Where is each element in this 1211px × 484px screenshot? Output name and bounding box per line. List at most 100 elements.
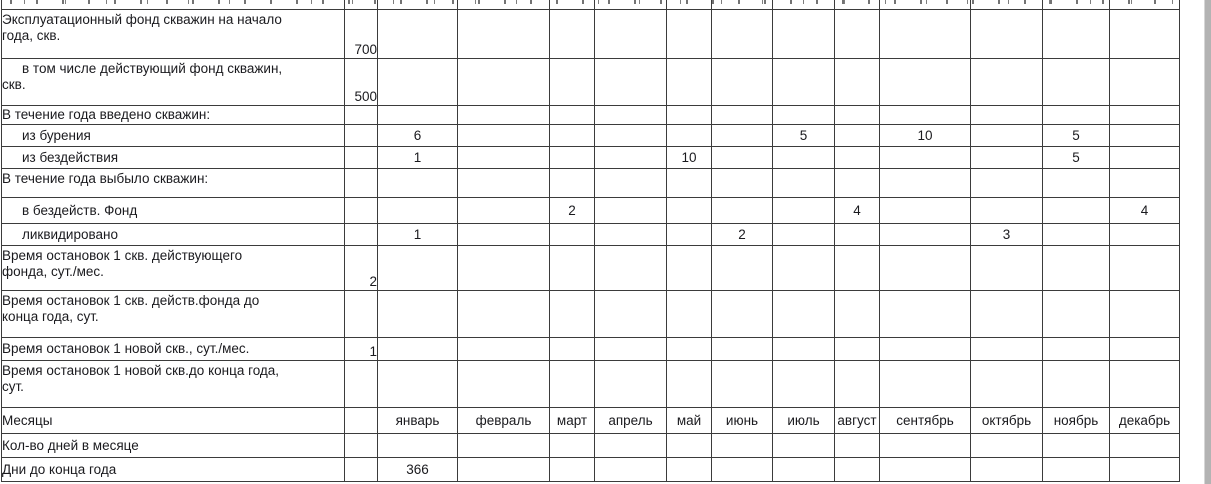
month-cell [457, 124, 550, 147]
wells-table: Эксплуатационный фонд скважин на начало … [1, 0, 1180, 482]
value-cell: 500 [344, 58, 378, 106]
month-cell [457, 337, 550, 361]
month-cell [1109, 223, 1180, 246]
month-header-cell: ноябрь [1042, 407, 1110, 434]
month-cell [1042, 433, 1110, 458]
row-label-cell: Время остановок 1 скв. действ.фонда до к… [1, 290, 345, 338]
month-cell [549, 457, 595, 482]
month-cell [549, 105, 595, 125]
month-cell [666, 290, 712, 338]
month-header-cell: сентябрь [879, 407, 971, 434]
month-cell [772, 197, 835, 224]
month-cell [377, 58, 458, 106]
month-cell: 5 [772, 124, 835, 147]
month-cell [772, 337, 835, 361]
value-cell [344, 407, 378, 434]
clipped-row-cell [834, 0, 880, 10]
table-row: В течение года введено скважин: [1, 105, 1180, 125]
month-cell [457, 360, 550, 408]
month-cell [834, 105, 880, 125]
month-cell [457, 290, 550, 338]
month-cell [1109, 58, 1180, 106]
clipped-row-cell [377, 0, 458, 10]
month-cell [711, 360, 773, 408]
month-cell [772, 58, 835, 106]
vertical-scrollbar[interactable] [1204, 0, 1211, 484]
row-label-cell: В течение года выбыло скважин: [1, 168, 345, 198]
month-cell [377, 360, 458, 408]
row-label-cell: Кол-во дней в месяце [1, 433, 345, 458]
value-cell [344, 124, 378, 147]
month-cell: 2 [549, 197, 595, 224]
clipped-row-cell [711, 0, 773, 10]
month-cell [834, 58, 880, 106]
month-header-cell: март [549, 407, 595, 434]
value-cell [344, 146, 378, 169]
month-cell [1109, 457, 1180, 482]
month-cell [549, 433, 595, 458]
month-cell [1042, 58, 1110, 106]
month-cell [594, 124, 667, 147]
month-cell: 6 [377, 124, 458, 147]
month-cell [1109, 290, 1180, 338]
month-cell [549, 337, 595, 361]
month-cell [1042, 290, 1110, 338]
month-cell [377, 168, 458, 198]
month-cell [594, 360, 667, 408]
month-cell [594, 337, 667, 361]
value-cell [344, 290, 378, 338]
month-cell [1042, 223, 1110, 246]
month-cell [666, 433, 712, 458]
month-cell [834, 337, 880, 361]
row-label-cell: ликвидировано [1, 223, 345, 246]
month-cell [970, 433, 1043, 458]
clipped-row-cell [970, 0, 1043, 10]
clipped-row-cell [457, 0, 550, 10]
month-header-cell: декабрь [1109, 407, 1180, 434]
month-cell [1109, 168, 1180, 198]
table-body: Эксплуатационный фонд скважин на начало … [1, 0, 1180, 482]
month-cell [1042, 360, 1110, 408]
month-cell [970, 146, 1043, 169]
month-cell [594, 168, 667, 198]
month-cell [594, 457, 667, 482]
table-row: Время остановок 1 новой скв.до конца год… [1, 360, 1180, 408]
value-cell [344, 360, 378, 408]
table-row: Кол-во дней в месяце [1, 433, 1180, 458]
month-cell [772, 168, 835, 198]
month-cell [666, 124, 712, 147]
month-cell [970, 290, 1043, 338]
month-cell [377, 245, 458, 291]
row-label-cell: из бурения [1, 124, 345, 147]
month-header-cell: октябрь [970, 407, 1043, 434]
month-cell [970, 124, 1043, 147]
month-cell [1042, 245, 1110, 291]
clipped-row-cell [549, 0, 595, 10]
month-cell [834, 433, 880, 458]
month-cell: 5 [1042, 124, 1110, 147]
month-cell [711, 146, 773, 169]
month-cell [879, 360, 971, 408]
month-cell [457, 9, 550, 59]
month-cell [1109, 146, 1180, 169]
month-cell [970, 9, 1043, 59]
month-header-cell: июнь [711, 407, 773, 434]
table-row: Дни до конца года 366 [1, 457, 1180, 482]
month-cell [457, 457, 550, 482]
table-row: в том числе действующий фонд скважин, ск… [1, 58, 1180, 106]
month-cell: 4 [1109, 197, 1180, 224]
month-cell [666, 197, 712, 224]
month-cell [970, 58, 1043, 106]
month-cell [879, 433, 971, 458]
month-cell [879, 58, 971, 106]
month-cell [1109, 9, 1180, 59]
month-cell: 366 [377, 457, 458, 482]
month-cell [666, 105, 712, 125]
value-cell: 700 [344, 9, 378, 59]
month-cell: 4 [834, 197, 880, 224]
month-cell [1109, 337, 1180, 361]
month-cell [666, 457, 712, 482]
month-header-cell: апрель [594, 407, 667, 434]
month-cell [594, 290, 667, 338]
